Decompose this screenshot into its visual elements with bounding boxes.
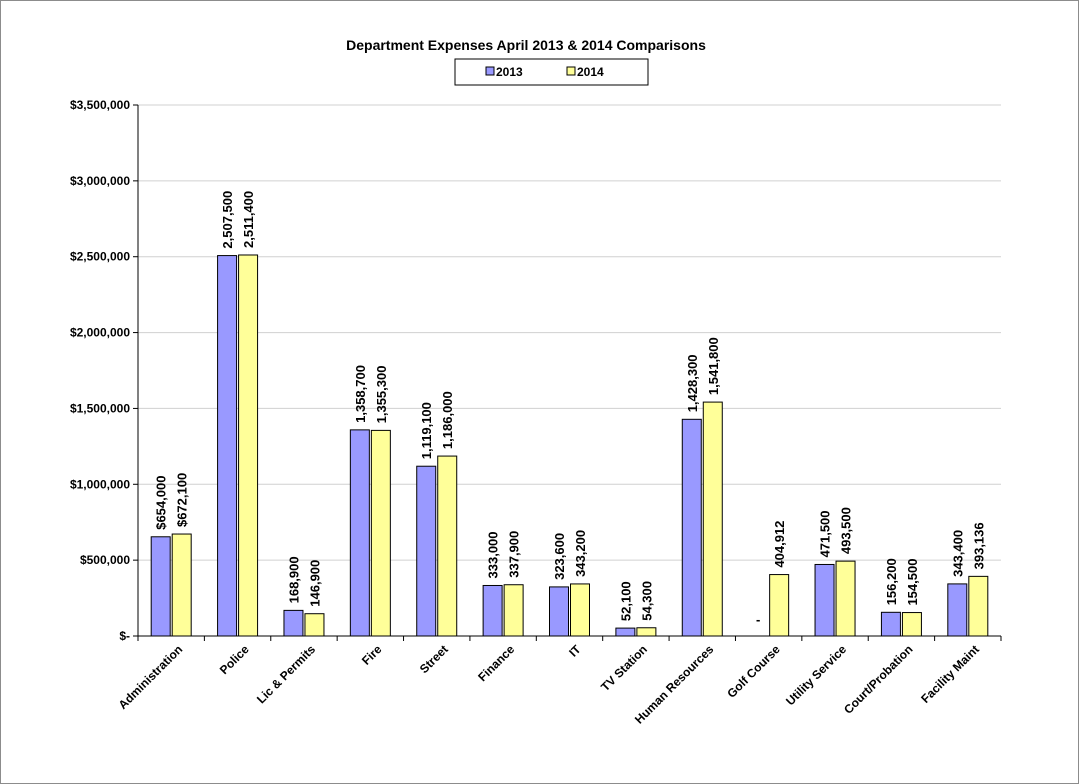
- data-label: 168,900: [286, 556, 301, 603]
- bar-2014: [503, 584, 524, 637]
- data-label: 1,355,300: [374, 366, 389, 424]
- data-labels: $654,000 $672,100 2,507,500 2,511,400 168,90…: [154, 191, 987, 627]
- legend-box: [454, 58, 649, 86]
- bar-2014: [968, 575, 989, 637]
- data-label: 343,400: [950, 530, 965, 577]
- legend-label-2013: 2013: [496, 65, 523, 79]
- x-tick-label: Facility Maint: [918, 642, 982, 706]
- data-label: 323,600: [552, 533, 567, 580]
- legend-swatch-2014: [566, 66, 576, 76]
- x-tick-label: Court/Probation: [841, 642, 915, 716]
- data-label: 2,507,500: [220, 191, 235, 249]
- y-tick-label: $1,500,000: [70, 401, 130, 415]
- data-label: 2,511,400: [241, 191, 256, 248]
- x-tick-label: Fire: [359, 642, 385, 668]
- bar-2014: [901, 612, 922, 637]
- x-tick-label: Administration: [116, 642, 186, 712]
- bar-2014: [702, 401, 723, 637]
- data-label: 343,200: [573, 530, 588, 577]
- y-tick-label: $2,000,000: [70, 326, 130, 340]
- x-tick-label: Street: [417, 642, 451, 676]
- bars: [150, 254, 989, 637]
- bar-2014: [437, 455, 458, 637]
- y-tick-label: $3,500,000: [70, 98, 130, 112]
- x-tick-label: Golf Course: [724, 642, 783, 701]
- bar-2014: [304, 613, 325, 637]
- bar-2014: [171, 533, 192, 637]
- data-label: 54,300: [639, 581, 654, 621]
- legend: 2013 2014: [454, 58, 649, 86]
- bar-2014: [769, 574, 790, 637]
- bar-2014: [370, 429, 391, 637]
- data-label: -: [756, 612, 760, 627]
- bar-2014: [570, 583, 590, 637]
- data-label: 337,900: [507, 531, 522, 578]
- x-tick-label: IT: [566, 642, 584, 660]
- data-label: 393,136: [971, 522, 986, 569]
- x-tick-label: Finance: [475, 642, 517, 684]
- data-label: 1,358,700: [353, 365, 368, 423]
- data-label: 404,912: [772, 521, 787, 568]
- bar-2013: [880, 611, 901, 637]
- y-tick-label: $-: [119, 629, 130, 643]
- data-label: $654,000: [154, 476, 169, 530]
- data-label: 1,119,100: [419, 402, 434, 459]
- x-tick-label: TV Station: [598, 642, 650, 694]
- x-axis: Administration Police Lic & Permits Fire Str…: [116, 635, 1002, 727]
- x-tick-label: Police: [217, 642, 252, 677]
- bar-2013: [549, 586, 569, 637]
- bar-2013: [681, 418, 702, 637]
- data-label: 156,200: [884, 558, 899, 605]
- bar-2014: [835, 560, 856, 637]
- data-label: $672,100: [175, 473, 190, 527]
- data-label: 52,100: [618, 581, 633, 621]
- bar-2013: [482, 584, 503, 637]
- bar-2013: [217, 255, 238, 637]
- data-label: 1,541,800: [706, 337, 721, 395]
- bar-2013: [947, 583, 968, 637]
- x-tick-label: Utility Service: [783, 642, 849, 708]
- bar-2013: [349, 429, 370, 637]
- y-axis: $- $500,000 $1,000,000 $1,500,000 $2,000,000…: [70, 98, 139, 643]
- data-label: 493,500: [839, 507, 854, 554]
- bar-2013: [150, 536, 171, 637]
- data-label: 333,000: [486, 531, 501, 578]
- y-tick-label: $500,000: [80, 553, 130, 567]
- chart-title: Department Expenses April 2013 & 2014 Co…: [346, 37, 706, 53]
- x-tick-label: Lic & Permits: [254, 642, 318, 706]
- bar-2014: [238, 254, 259, 637]
- bar-2013: [814, 563, 835, 637]
- data-label: 1,428,300: [685, 354, 700, 412]
- y-tick-label: $3,000,000: [70, 174, 130, 188]
- data-label: 1,186,000: [440, 391, 455, 449]
- bar-2014: [636, 627, 657, 637]
- data-label: 146,900: [307, 560, 322, 607]
- legend-label-2014: 2014: [577, 65, 604, 79]
- y-tick-label: $2,500,000: [70, 250, 130, 264]
- bar-2013: [283, 609, 304, 637]
- legend-swatch-2013: [485, 66, 495, 76]
- bar-2013: [615, 627, 636, 637]
- data-label: 154,500: [905, 559, 920, 606]
- bar-2013: [416, 465, 437, 637]
- gridlines: [138, 104, 1001, 561]
- data-label: 471,500: [818, 510, 833, 557]
- y-tick-label: $1,000,000: [70, 477, 130, 491]
